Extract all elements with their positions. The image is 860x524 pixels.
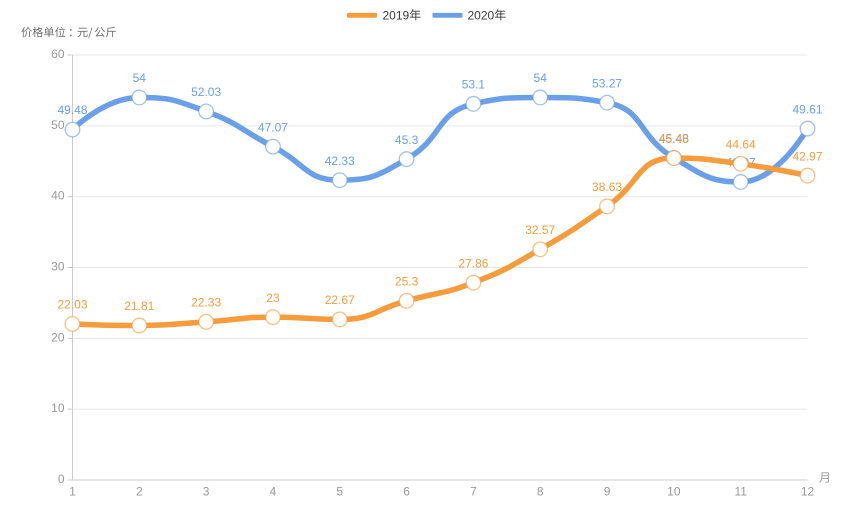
svg-text:23: 23 <box>266 291 280 305</box>
svg-text:54: 54 <box>133 71 147 85</box>
svg-text:22.33: 22.33 <box>191 296 221 310</box>
svg-text:10: 10 <box>51 401 65 415</box>
svg-text:54: 54 <box>534 71 548 85</box>
svg-text:25.3: 25.3 <box>395 274 419 288</box>
svg-text:49.61: 49.61 <box>792 102 822 116</box>
svg-text:9: 9 <box>604 485 611 499</box>
svg-text:1: 1 <box>69 485 76 499</box>
svg-text:44.64: 44.64 <box>726 138 756 152</box>
svg-text:27.86: 27.86 <box>458 256 488 270</box>
svg-text:12: 12 <box>801 485 815 499</box>
svg-text:32.57: 32.57 <box>525 223 555 237</box>
svg-text:30: 30 <box>51 260 65 274</box>
svg-text:40: 40 <box>51 189 65 203</box>
svg-text:47.07: 47.07 <box>258 120 288 134</box>
svg-text:60: 60 <box>51 47 65 61</box>
svg-text:10: 10 <box>667 485 681 499</box>
svg-text:20: 20 <box>51 330 65 344</box>
svg-text:53.1: 53.1 <box>462 78 486 92</box>
svg-text:6: 6 <box>403 485 410 499</box>
svg-text:45.48: 45.48 <box>659 132 689 146</box>
svg-text:4: 4 <box>270 485 277 499</box>
svg-text:38.63: 38.63 <box>592 180 622 194</box>
svg-text:22.03: 22.03 <box>57 298 87 312</box>
svg-text:42.97: 42.97 <box>792 149 822 163</box>
svg-text:3: 3 <box>203 485 210 499</box>
svg-text:5: 5 <box>336 485 343 499</box>
svg-text:8: 8 <box>537 485 544 499</box>
svg-text:50: 50 <box>51 118 65 132</box>
svg-text:45.45: 45.45 <box>659 132 689 146</box>
svg-text:52.03: 52.03 <box>191 85 221 99</box>
svg-text:2019: 2019 <box>383 8 410 22</box>
svg-text:45.3: 45.3 <box>395 133 419 147</box>
svg-text:42.33: 42.33 <box>325 154 355 168</box>
svg-text:11: 11 <box>734 485 747 499</box>
svg-text:22.67: 22.67 <box>325 293 355 307</box>
svg-text:49.48: 49.48 <box>57 103 87 117</box>
svg-text:2020: 2020 <box>468 8 495 22</box>
svg-text:53.27: 53.27 <box>592 76 622 90</box>
svg-text:21.81: 21.81 <box>124 299 154 313</box>
svg-text:0: 0 <box>58 472 65 486</box>
svg-text:2: 2 <box>136 485 143 499</box>
svg-text:7: 7 <box>470 485 477 499</box>
